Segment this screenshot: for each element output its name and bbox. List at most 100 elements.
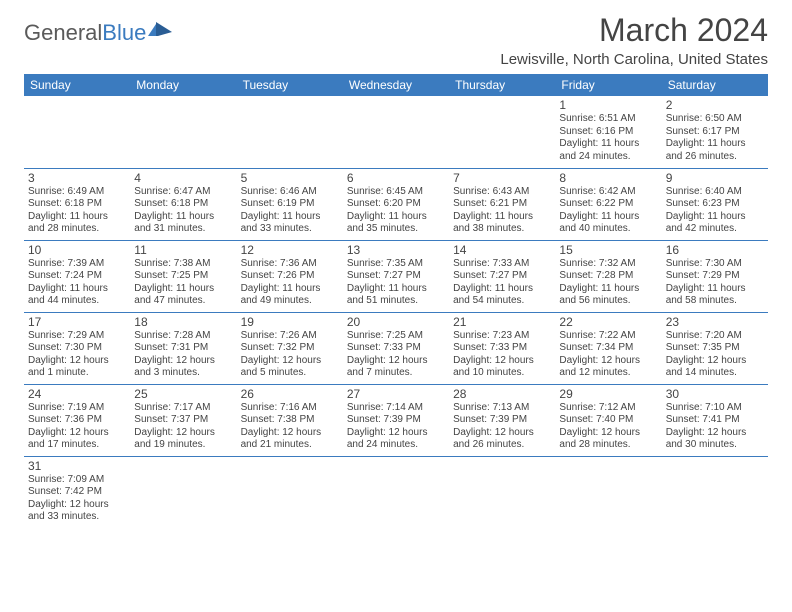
title-block: March 2024 Lewisville, North Carolina, U… bbox=[500, 12, 768, 68]
day-info: Sunrise: 6:46 AMSunset: 6:19 PMDaylight:… bbox=[241, 186, 339, 236]
calendar-cell: 4Sunrise: 6:47 AMSunset: 6:18 PMDaylight… bbox=[130, 168, 236, 240]
day-info: Sunrise: 7:32 AMSunset: 7:28 PMDaylight:… bbox=[559, 258, 657, 308]
calendar-cell bbox=[555, 456, 661, 528]
day-number: 12 bbox=[241, 243, 339, 257]
calendar-cell: 13Sunrise: 7:35 AMSunset: 7:27 PMDayligh… bbox=[343, 240, 449, 312]
calendar-cell: 12Sunrise: 7:36 AMSunset: 7:26 PMDayligh… bbox=[237, 240, 343, 312]
day-info: Sunrise: 7:30 AMSunset: 7:29 PMDaylight:… bbox=[666, 258, 764, 308]
calendar-row: 10Sunrise: 7:39 AMSunset: 7:24 PMDayligh… bbox=[24, 240, 768, 312]
day-number: 9 bbox=[666, 171, 764, 185]
calendar-row: 3Sunrise: 6:49 AMSunset: 6:18 PMDaylight… bbox=[24, 168, 768, 240]
day-info: Sunrise: 7:28 AMSunset: 7:31 PMDaylight:… bbox=[134, 330, 232, 380]
calendar-cell: 20Sunrise: 7:25 AMSunset: 7:33 PMDayligh… bbox=[343, 312, 449, 384]
day-number: 25 bbox=[134, 387, 232, 401]
flag-icon bbox=[148, 22, 174, 45]
day-number: 8 bbox=[559, 171, 657, 185]
day-header-row: SundayMondayTuesdayWednesdayThursdayFrid… bbox=[24, 74, 768, 96]
calendar-cell: 3Sunrise: 6:49 AMSunset: 6:18 PMDaylight… bbox=[24, 168, 130, 240]
calendar-cell: 10Sunrise: 7:39 AMSunset: 7:24 PMDayligh… bbox=[24, 240, 130, 312]
day-info: Sunrise: 7:26 AMSunset: 7:32 PMDaylight:… bbox=[241, 330, 339, 380]
calendar-cell bbox=[237, 456, 343, 528]
day-header: Monday bbox=[130, 74, 236, 96]
calendar-cell: 1Sunrise: 6:51 AMSunset: 6:16 PMDaylight… bbox=[555, 96, 661, 168]
calendar-cell: 18Sunrise: 7:28 AMSunset: 7:31 PMDayligh… bbox=[130, 312, 236, 384]
day-number: 29 bbox=[559, 387, 657, 401]
month-title: March 2024 bbox=[500, 12, 768, 49]
header: GeneralBlue March 2024 Lewisville, North… bbox=[24, 12, 768, 68]
day-number: 13 bbox=[347, 243, 445, 257]
day-info: Sunrise: 6:42 AMSunset: 6:22 PMDaylight:… bbox=[559, 186, 657, 236]
calendar-cell: 28Sunrise: 7:13 AMSunset: 7:39 PMDayligh… bbox=[449, 384, 555, 456]
calendar-row: 24Sunrise: 7:19 AMSunset: 7:36 PMDayligh… bbox=[24, 384, 768, 456]
calendar-cell bbox=[130, 96, 236, 168]
day-number: 24 bbox=[28, 387, 126, 401]
day-number: 22 bbox=[559, 315, 657, 329]
day-number: 17 bbox=[28, 315, 126, 329]
day-number: 6 bbox=[347, 171, 445, 185]
calendar-row: 17Sunrise: 7:29 AMSunset: 7:30 PMDayligh… bbox=[24, 312, 768, 384]
day-number: 11 bbox=[134, 243, 232, 257]
day-info: Sunrise: 7:39 AMSunset: 7:24 PMDaylight:… bbox=[28, 258, 126, 308]
calendar-cell: 19Sunrise: 7:26 AMSunset: 7:32 PMDayligh… bbox=[237, 312, 343, 384]
calendar-cell: 9Sunrise: 6:40 AMSunset: 6:23 PMDaylight… bbox=[662, 168, 768, 240]
day-header: Friday bbox=[555, 74, 661, 96]
calendar-cell bbox=[343, 96, 449, 168]
day-number: 4 bbox=[134, 171, 232, 185]
calendar-cell: 27Sunrise: 7:14 AMSunset: 7:39 PMDayligh… bbox=[343, 384, 449, 456]
calendar-cell: 22Sunrise: 7:22 AMSunset: 7:34 PMDayligh… bbox=[555, 312, 661, 384]
day-header: Wednesday bbox=[343, 74, 449, 96]
day-number: 15 bbox=[559, 243, 657, 257]
day-number: 27 bbox=[347, 387, 445, 401]
day-number: 26 bbox=[241, 387, 339, 401]
day-number: 30 bbox=[666, 387, 764, 401]
calendar-cell: 14Sunrise: 7:33 AMSunset: 7:27 PMDayligh… bbox=[449, 240, 555, 312]
calendar-cell: 17Sunrise: 7:29 AMSunset: 7:30 PMDayligh… bbox=[24, 312, 130, 384]
day-number: 14 bbox=[453, 243, 551, 257]
calendar-cell bbox=[130, 456, 236, 528]
calendar-cell bbox=[343, 456, 449, 528]
day-number: 23 bbox=[666, 315, 764, 329]
day-number: 20 bbox=[347, 315, 445, 329]
calendar-body: 1Sunrise: 6:51 AMSunset: 6:16 PMDaylight… bbox=[24, 96, 768, 528]
day-number: 2 bbox=[666, 98, 764, 112]
day-info: Sunrise: 7:22 AMSunset: 7:34 PMDaylight:… bbox=[559, 330, 657, 380]
day-number: 31 bbox=[28, 459, 126, 473]
calendar-row: 1Sunrise: 6:51 AMSunset: 6:16 PMDaylight… bbox=[24, 96, 768, 168]
day-info: Sunrise: 7:23 AMSunset: 7:33 PMDaylight:… bbox=[453, 330, 551, 380]
calendar-cell: 23Sunrise: 7:20 AMSunset: 7:35 PMDayligh… bbox=[662, 312, 768, 384]
day-number: 7 bbox=[453, 171, 551, 185]
calendar-cell: 21Sunrise: 7:23 AMSunset: 7:33 PMDayligh… bbox=[449, 312, 555, 384]
day-info: Sunrise: 7:38 AMSunset: 7:25 PMDaylight:… bbox=[134, 258, 232, 308]
day-number: 19 bbox=[241, 315, 339, 329]
day-number: 21 bbox=[453, 315, 551, 329]
calendar-cell: 29Sunrise: 7:12 AMSunset: 7:40 PMDayligh… bbox=[555, 384, 661, 456]
day-info: Sunrise: 6:49 AMSunset: 6:18 PMDaylight:… bbox=[28, 186, 126, 236]
calendar-head: SundayMondayTuesdayWednesdayThursdayFrid… bbox=[24, 74, 768, 96]
calendar-cell: 24Sunrise: 7:19 AMSunset: 7:36 PMDayligh… bbox=[24, 384, 130, 456]
day-info: Sunrise: 7:25 AMSunset: 7:33 PMDaylight:… bbox=[347, 330, 445, 380]
calendar-cell: 2Sunrise: 6:50 AMSunset: 6:17 PMDaylight… bbox=[662, 96, 768, 168]
day-info: Sunrise: 7:20 AMSunset: 7:35 PMDaylight:… bbox=[666, 330, 764, 380]
day-info: Sunrise: 7:17 AMSunset: 7:37 PMDaylight:… bbox=[134, 402, 232, 452]
day-number: 1 bbox=[559, 98, 657, 112]
day-info: Sunrise: 7:16 AMSunset: 7:38 PMDaylight:… bbox=[241, 402, 339, 452]
day-header: Thursday bbox=[449, 74, 555, 96]
calendar-cell: 5Sunrise: 6:46 AMSunset: 6:19 PMDaylight… bbox=[237, 168, 343, 240]
day-header: Saturday bbox=[662, 74, 768, 96]
day-info: Sunrise: 7:35 AMSunset: 7:27 PMDaylight:… bbox=[347, 258, 445, 308]
calendar-cell bbox=[662, 456, 768, 528]
day-info: Sunrise: 6:45 AMSunset: 6:20 PMDaylight:… bbox=[347, 186, 445, 236]
day-info: Sunrise: 6:51 AMSunset: 6:16 PMDaylight:… bbox=[559, 113, 657, 163]
calendar-row: 31Sunrise: 7:09 AMSunset: 7:42 PMDayligh… bbox=[24, 456, 768, 528]
day-info: Sunrise: 7:19 AMSunset: 7:36 PMDaylight:… bbox=[28, 402, 126, 452]
calendar-cell: 7Sunrise: 6:43 AMSunset: 6:21 PMDaylight… bbox=[449, 168, 555, 240]
day-number: 5 bbox=[241, 171, 339, 185]
logo-blue: Blue bbox=[102, 20, 146, 45]
calendar-cell bbox=[24, 96, 130, 168]
location: Lewisville, North Carolina, United State… bbox=[500, 51, 768, 68]
day-header: Sunday bbox=[24, 74, 130, 96]
day-header: Tuesday bbox=[237, 74, 343, 96]
day-info: Sunrise: 7:12 AMSunset: 7:40 PMDaylight:… bbox=[559, 402, 657, 452]
day-number: 10 bbox=[28, 243, 126, 257]
calendar-cell bbox=[449, 456, 555, 528]
